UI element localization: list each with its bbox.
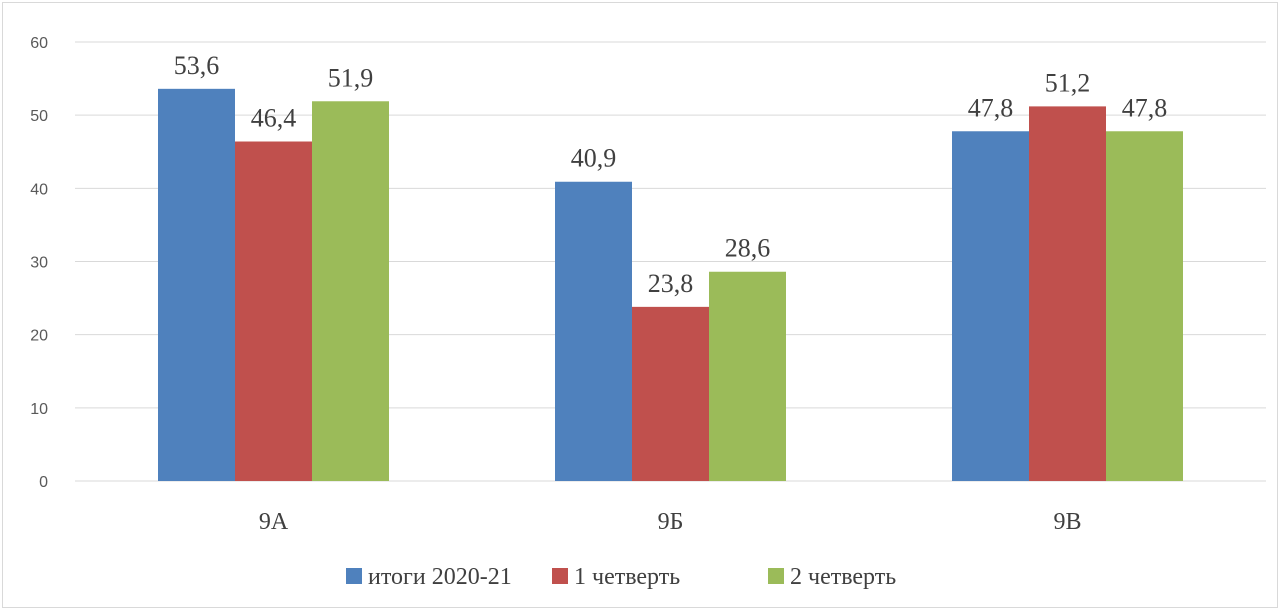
y-tick-label: 60 — [30, 35, 48, 52]
y-tick-label: 0 — [39, 474, 48, 491]
x-category-label: 9В — [1053, 509, 1081, 535]
data-label: 53,6 — [174, 51, 220, 80]
legend: итоги 2020-21 1 четверть 2 четверть — [346, 564, 896, 590]
x-category-label: 9Б — [658, 509, 684, 535]
data-label: 28,6 — [725, 234, 771, 263]
y-axis: 0 10 20 30 40 50 60 — [30, 35, 48, 491]
y-tick-label: 40 — [30, 181, 48, 198]
data-labels: 53,6 46,4 51,9 40,9 23,8 28,6 47,8 51,2 47,8 — [174, 51, 1168, 298]
x-axis: 9А 9Б 9В — [259, 509, 1082, 535]
bar-2-2 — [632, 306, 709, 481]
bar-3-3 — [1106, 131, 1183, 481]
legend-swatch — [768, 568, 784, 584]
data-label: 47,8 — [968, 93, 1014, 122]
data-label: 46,4 — [251, 104, 297, 133]
x-category-label: 9А — [259, 509, 289, 535]
bars — [158, 88, 1183, 482]
data-label: 51,2 — [1045, 68, 1091, 97]
y-tick-label: 10 — [30, 401, 48, 418]
y-tick-label: 20 — [30, 328, 48, 345]
bar-1-3 — [952, 131, 1029, 481]
bar-3-1 — [312, 101, 389, 481]
legend-label: 2 четверть — [790, 564, 896, 590]
bar-1-2 — [555, 181, 632, 481]
data-label: 51,9 — [328, 63, 374, 92]
data-label: 40,9 — [571, 144, 617, 173]
bar-2-1 — [235, 141, 312, 482]
y-tick-label: 50 — [30, 108, 48, 125]
data-label: 47,8 — [1122, 93, 1168, 122]
data-label: 23,8 — [648, 269, 694, 298]
y-tick-label: 30 — [30, 255, 48, 272]
bar-1-1 — [158, 88, 235, 482]
legend-label: итоги 2020-21 — [368, 564, 512, 590]
legend-swatch — [346, 568, 362, 584]
bar-3-2 — [709, 271, 786, 481]
legend-label: 1 четверть — [574, 564, 680, 590]
legend-swatch — [552, 568, 568, 584]
bar-2-3 — [1029, 106, 1106, 482]
